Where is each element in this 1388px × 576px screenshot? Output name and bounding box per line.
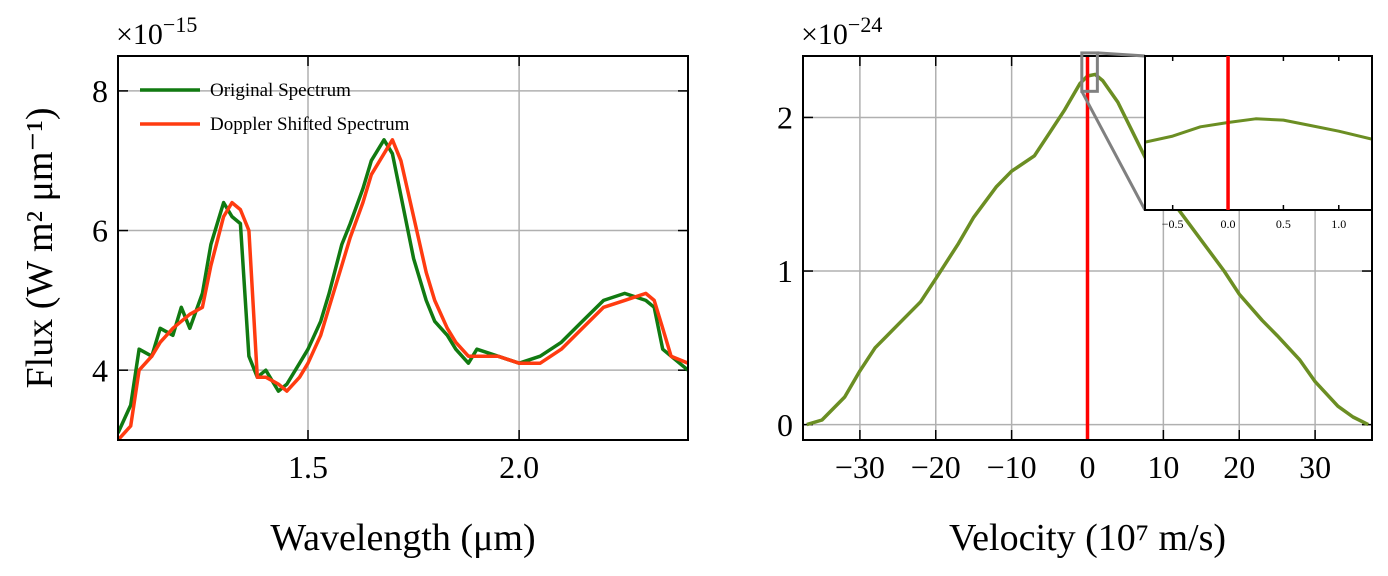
x-tick-label: −20: [911, 449, 961, 485]
x-tick-label: 2.0: [499, 449, 539, 485]
x-tick-label: 0: [1080, 449, 1096, 485]
offset-base: ×10: [116, 18, 163, 51]
y-tick-label: 2: [777, 100, 793, 136]
inset-connector: [1097, 51, 1146, 58]
x-tick-label: −10: [987, 449, 1037, 485]
x-tick-label: 10: [1147, 449, 1179, 485]
y-tick-label: 8: [92, 73, 108, 109]
offset-exponent: −24: [848, 12, 882, 37]
x-tick-label: 0.5: [1276, 217, 1291, 231]
x-tick-label: 1.0: [1331, 217, 1346, 231]
x-axis-label: Wavelength (μm): [270, 517, 535, 559]
axes-frame: [1144, 55, 1373, 211]
offset-text: ×10−15: [116, 12, 197, 51]
y-tick-label: 6: [92, 213, 108, 249]
x-axis-label: Velocity (10⁷ m/s): [949, 517, 1226, 559]
x-tick-label: −0.5: [1162, 217, 1184, 231]
y-tick-label: 4: [92, 352, 108, 388]
legend-label: Doppler Shifted Spectrum: [210, 114, 410, 135]
x-tick-label: 0.0: [1221, 217, 1236, 231]
data-line: [118, 138, 688, 440]
x-tick-label: 20: [1223, 449, 1255, 485]
data-line: [118, 138, 688, 434]
x-tick-label: −30: [835, 449, 885, 485]
legend-label: Original Spectrum: [210, 80, 351, 101]
y-tick-label: 0: [777, 407, 793, 443]
data-line: [806, 72, 1369, 427]
inset-indicator: [1080, 51, 1099, 93]
inset-connector: [1080, 90, 1147, 211]
x-tick-label: 1.5: [288, 449, 328, 485]
offset-base: ×10: [801, 18, 848, 51]
x-tick-label: 30: [1299, 449, 1331, 485]
data-line: [1145, 117, 1372, 144]
y-tick-label: 1: [777, 253, 793, 289]
axes-frame: [117, 55, 689, 441]
offset-text: ×10−24: [801, 12, 882, 51]
offset-exponent: −15: [163, 12, 197, 37]
axes-frame: [802, 55, 1373, 441]
y-axis-label: Flux (W m² μm⁻¹): [19, 107, 61, 388]
